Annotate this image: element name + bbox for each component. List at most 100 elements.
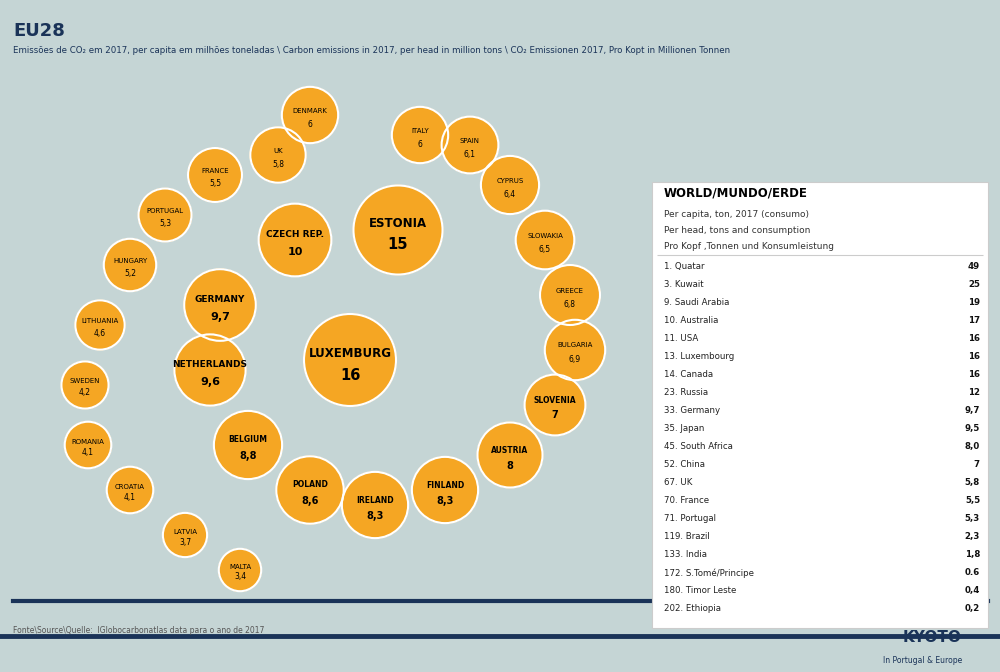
Circle shape bbox=[75, 300, 125, 349]
Text: 5,2: 5,2 bbox=[124, 269, 136, 278]
Circle shape bbox=[392, 107, 448, 163]
Text: 0.6: 0.6 bbox=[965, 568, 980, 577]
Text: EU28: EU28 bbox=[13, 22, 65, 40]
Text: 6,4: 6,4 bbox=[504, 190, 516, 199]
Text: CZECH REP.: CZECH REP. bbox=[266, 230, 324, 239]
Circle shape bbox=[65, 422, 111, 468]
Text: SWEDEN: SWEDEN bbox=[70, 378, 100, 384]
Text: In Portugal & Europe: In Portugal & Europe bbox=[883, 657, 962, 665]
Text: 4,1: 4,1 bbox=[124, 493, 136, 502]
Text: 202. Ethiopia: 202. Ethiopia bbox=[664, 604, 721, 613]
Text: 8,6: 8,6 bbox=[301, 496, 319, 506]
Text: GREECE: GREECE bbox=[556, 288, 584, 294]
Text: CYPRUS: CYPRUS bbox=[496, 177, 524, 183]
Text: LATVIA: LATVIA bbox=[173, 529, 197, 535]
Text: PORTUGAL: PORTUGAL bbox=[146, 208, 184, 214]
Text: CROATIA: CROATIA bbox=[115, 484, 145, 489]
Circle shape bbox=[276, 456, 344, 523]
Circle shape bbox=[342, 472, 408, 538]
Text: HUNGARY: HUNGARY bbox=[113, 258, 147, 264]
Text: 6,9: 6,9 bbox=[569, 355, 581, 364]
Text: 45. South Africa: 45. South Africa bbox=[664, 442, 733, 451]
Text: 5,5: 5,5 bbox=[209, 179, 221, 188]
Text: 7: 7 bbox=[552, 410, 558, 420]
Text: ROMANIA: ROMANIA bbox=[72, 439, 104, 444]
Text: 16: 16 bbox=[968, 370, 980, 379]
Circle shape bbox=[516, 211, 574, 269]
Text: 180. Timor Leste: 180. Timor Leste bbox=[664, 586, 736, 595]
Circle shape bbox=[219, 549, 261, 591]
Circle shape bbox=[250, 127, 306, 183]
Text: 7: 7 bbox=[974, 460, 980, 469]
Text: 9,7: 9,7 bbox=[964, 406, 980, 415]
Text: MALTA: MALTA bbox=[229, 564, 251, 570]
Circle shape bbox=[481, 156, 539, 214]
Text: LUXEMBURG: LUXEMBURG bbox=[308, 347, 392, 360]
Circle shape bbox=[163, 513, 207, 557]
Text: 0,4: 0,4 bbox=[965, 586, 980, 595]
Text: UK: UK bbox=[273, 148, 283, 154]
Text: 4,2: 4,2 bbox=[79, 388, 91, 397]
Text: 14. Canada: 14. Canada bbox=[664, 370, 713, 379]
Text: 67. UK: 67. UK bbox=[664, 478, 692, 487]
Text: 11. USA: 11. USA bbox=[664, 334, 698, 343]
Text: 1,8: 1,8 bbox=[965, 550, 980, 559]
Text: 8: 8 bbox=[507, 461, 513, 470]
Text: 19: 19 bbox=[968, 298, 980, 307]
Text: 6,5: 6,5 bbox=[539, 245, 551, 254]
Text: 5,3: 5,3 bbox=[159, 219, 171, 228]
Text: Emissões de CO₂ em 2017, per capita em milhões toneladas \ Carbon emissions in 2: Emissões de CO₂ em 2017, per capita em m… bbox=[13, 46, 730, 54]
Text: ESTONIA: ESTONIA bbox=[369, 217, 427, 230]
Text: Per capita, ton, 2017 (consumo): Per capita, ton, 2017 (consumo) bbox=[664, 210, 809, 219]
Text: 13. Luxembourg: 13. Luxembourg bbox=[664, 352, 734, 361]
Circle shape bbox=[304, 314, 396, 406]
Text: ITALY: ITALY bbox=[411, 128, 429, 134]
Text: 5,8: 5,8 bbox=[965, 478, 980, 487]
Text: 9,7: 9,7 bbox=[210, 312, 230, 322]
Text: 9,5: 9,5 bbox=[965, 424, 980, 433]
Circle shape bbox=[545, 320, 605, 380]
Text: 6: 6 bbox=[418, 140, 422, 149]
Text: AUSTRIA: AUSTRIA bbox=[491, 446, 529, 455]
Circle shape bbox=[214, 411, 282, 479]
Circle shape bbox=[174, 335, 246, 406]
Circle shape bbox=[282, 87, 338, 143]
Text: WORLD/MUNDO/ERDE: WORLD/MUNDO/ERDE bbox=[664, 187, 808, 200]
Text: SLOVENIA: SLOVENIA bbox=[534, 396, 576, 405]
Text: FRANCE: FRANCE bbox=[201, 168, 229, 174]
Text: IRELAND: IRELAND bbox=[356, 495, 394, 505]
Text: 172. S.Tomé/Principe: 172. S.Tomé/Principe bbox=[664, 568, 754, 577]
Text: 133. India: 133. India bbox=[664, 550, 707, 559]
Text: 5,5: 5,5 bbox=[965, 496, 980, 505]
Text: POLAND: POLAND bbox=[292, 480, 328, 489]
Text: 4,6: 4,6 bbox=[94, 329, 106, 337]
Text: 15: 15 bbox=[388, 237, 408, 252]
Circle shape bbox=[525, 374, 585, 435]
Text: 9. Saudi Arabia: 9. Saudi Arabia bbox=[664, 298, 729, 307]
Circle shape bbox=[442, 117, 498, 173]
Text: 1. Quatar: 1. Quatar bbox=[664, 262, 704, 271]
Text: 6: 6 bbox=[308, 120, 312, 129]
Text: 16: 16 bbox=[340, 368, 360, 382]
Text: 2,3: 2,3 bbox=[965, 532, 980, 541]
Text: 9,6: 9,6 bbox=[200, 377, 220, 387]
Text: NETHERLANDS: NETHERLANDS bbox=[173, 360, 248, 369]
Text: 16: 16 bbox=[968, 352, 980, 361]
Text: 0,2: 0,2 bbox=[965, 604, 980, 613]
Text: 4,1: 4,1 bbox=[82, 448, 94, 457]
Text: 3,4: 3,4 bbox=[234, 573, 246, 581]
Text: 3,7: 3,7 bbox=[179, 538, 191, 547]
Circle shape bbox=[412, 457, 478, 523]
Text: BULGARIA: BULGARIA bbox=[557, 343, 593, 349]
Circle shape bbox=[259, 204, 331, 276]
Text: 12: 12 bbox=[968, 388, 980, 397]
Circle shape bbox=[61, 362, 109, 409]
Text: 6,8: 6,8 bbox=[564, 300, 576, 309]
Text: 17: 17 bbox=[968, 316, 980, 325]
Text: 8,3: 8,3 bbox=[366, 511, 384, 521]
Text: Per head, tons and consumption: Per head, tons and consumption bbox=[664, 226, 810, 235]
Text: KYOTO: KYOTO bbox=[903, 630, 962, 645]
Text: 8,3: 8,3 bbox=[436, 496, 454, 506]
Text: SPAIN: SPAIN bbox=[460, 138, 480, 144]
Text: 119. Brazil: 119. Brazil bbox=[664, 532, 710, 541]
